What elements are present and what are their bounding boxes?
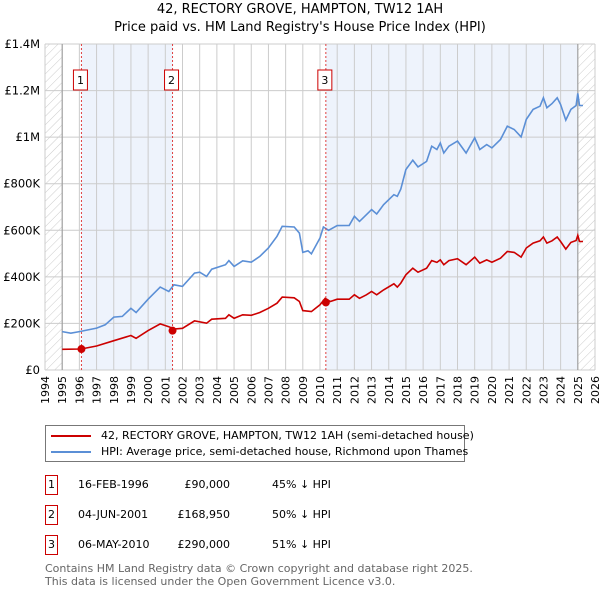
sale-marker-number: 3	[321, 74, 328, 87]
x-tick-label: 2020	[486, 376, 499, 404]
x-tick-label: 2015	[400, 376, 413, 404]
sale-hpi: 51% ↓ HPI	[272, 538, 331, 551]
price-chart: 1 2 3 1994 1995 1996 1997 1998 1999 2000 2001 2002 2…	[3, 37, 600, 404]
y-tick-label: £200K	[3, 316, 40, 330]
x-tick-label: 1996	[73, 376, 86, 404]
legend-label: 42, RECTORY GROVE, HAMPTON, TW12 1AH (se…	[101, 429, 474, 442]
sale-row: 3 06-MAY-2010 £290,000 51% ↓ HPI	[45, 535, 445, 555]
x-tick-label: 2005	[228, 376, 241, 404]
sale-hpi: 45% ↓ HPI	[272, 478, 331, 491]
x-tick-label: 1998	[108, 376, 121, 404]
x-tick-label: 2025	[572, 376, 585, 404]
legend: 42, RECTORY GROVE, HAMPTON, TW12 1AH (se…	[45, 425, 474, 462]
x-tick-label: 2006	[245, 376, 258, 404]
sale-number: 3	[45, 535, 58, 555]
x-tick-label: 2011	[331, 376, 344, 404]
y-tick-label: £600K	[3, 223, 40, 237]
series-line	[62, 93, 583, 335]
y-tick-label: £0	[25, 363, 40, 377]
hatched-region-after	[577, 44, 595, 370]
sale-row: 1 16-FEB-1996 £90,000 45% ↓ HPI	[45, 475, 445, 495]
footer-copyright: Contains HM Land Registry data © Crown c…	[45, 562, 473, 575]
legend-item-property: 42, RECTORY GROVE, HAMPTON, TW12 1AH (se…	[51, 428, 474, 443]
legend-item-hpi: HPI: Average price, semi-detached house,…	[51, 444, 468, 459]
x-tick-label: 1999	[125, 376, 138, 404]
x-tick-label: 2024	[555, 376, 568, 404]
x-tick-label: 2016	[417, 376, 430, 404]
x-tick-label: 2014	[383, 376, 396, 404]
x-tick-label: 2018	[452, 376, 465, 404]
x-tick-label: 2007	[262, 376, 275, 404]
x-tick-label: 1995	[56, 376, 69, 404]
sale-marker-number: 2	[168, 74, 175, 87]
x-tick-label: 2003	[194, 376, 207, 404]
y-tick-label: £1M	[15, 130, 40, 144]
footer: Contains HM Land Registry data © Crown c…	[45, 562, 473, 588]
x-tick-label: 1997	[91, 376, 104, 404]
x-tick-label: 2023	[537, 376, 550, 404]
hatched-region-before	[45, 44, 63, 370]
x-tick-label: 2017	[434, 376, 447, 404]
sale-price: £168,950	[177, 508, 231, 521]
x-tick-label: 2021	[503, 376, 516, 404]
shaded-ownership-period	[325, 44, 578, 370]
x-tick-label: 2000	[142, 376, 155, 404]
sale-price: £90,000	[184, 478, 231, 491]
y-tick-label: £1.2M	[4, 84, 40, 98]
chart-title: 42, RECTORY GROVE, HAMPTON, TW12 1AH	[156, 2, 444, 17]
sale-number: 1	[45, 475, 58, 495]
sale-marker-number: 1	[77, 74, 84, 87]
x-tick-label: 2010	[314, 376, 327, 404]
x-tick-label: 2008	[280, 376, 293, 404]
sale-point	[321, 298, 330, 307]
x-tick-label: 2004	[211, 376, 224, 404]
x-tick-label: 2026	[589, 376, 600, 404]
sale-date: 06-MAY-2010	[78, 538, 150, 551]
sale-number: 2	[45, 505, 58, 525]
sale-point	[77, 345, 86, 354]
sale-hpi: 50% ↓ HPI	[272, 508, 331, 521]
series-line	[62, 232, 583, 351]
x-tick-label: 2001	[159, 376, 172, 404]
legend-swatch-red	[51, 434, 91, 437]
sale-marker-box	[164, 69, 180, 91]
x-tick-label: 2009	[297, 376, 310, 404]
footer-licence: This data is licensed under the Open Gov…	[45, 575, 396, 588]
sale-marker-box	[72, 69, 88, 91]
sale-row: 2 04-JUN-2001 £168,950 50% ↓ HPI	[45, 505, 445, 525]
legend-swatch-blue	[51, 450, 91, 453]
y-tick-label: £400K	[3, 270, 40, 284]
x-tick-label: 2002	[177, 376, 190, 404]
sale-price: £290,000	[177, 538, 231, 551]
x-tick-label: 2012	[348, 376, 361, 404]
x-tick-label: 2022	[520, 376, 533, 404]
x-tick-label: 2019	[469, 376, 482, 404]
sale-marker-box	[317, 69, 333, 91]
y-tick-label: £1.4M	[4, 37, 40, 51]
sale-point	[168, 326, 177, 335]
y-tick-label: £800K	[3, 177, 40, 191]
chart-subtitle: Price paid vs. HM Land Registry's House …	[114, 20, 486, 35]
x-tick-label: 2013	[366, 376, 379, 404]
x-tick-label: 1994	[39, 376, 52, 404]
sale-date: 04-JUN-2001	[78, 508, 149, 521]
shaded-ownership-period	[81, 44, 173, 370]
legend-label: HPI: Average price, semi-detached house,…	[101, 445, 469, 458]
sale-date: 16-FEB-1996	[78, 478, 149, 491]
